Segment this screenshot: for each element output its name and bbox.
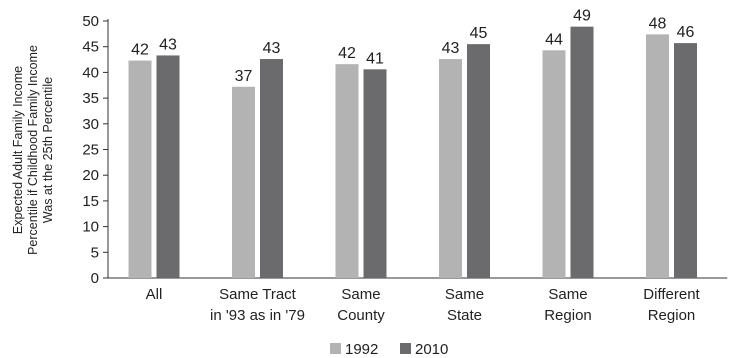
y-tick-label: 20 — [82, 167, 99, 184]
x-category-label: Same — [341, 286, 380, 303]
bar-2010-4 — [570, 26, 594, 279]
y-tick-label: 40 — [82, 64, 99, 81]
bar-1992-4 — [542, 50, 566, 278]
bar-1992-5 — [646, 34, 669, 278]
y-tick-label: 45 — [82, 39, 99, 56]
value-label-1992-0: 42 — [131, 42, 149, 59]
value-label-2010-0: 43 — [159, 36, 177, 53]
x-category-label: All — [146, 286, 163, 303]
y-axis-label-line: Expected Adult Family Income — [11, 66, 25, 234]
x-category-label: Same Tract — [219, 286, 297, 303]
value-label-2010-4: 49 — [573, 8, 591, 25]
x-category-label: Same — [548, 286, 587, 303]
value-labels: 42 37 42 43 44 48 43 43 41 45 49 46 — [131, 8, 694, 85]
x-category-label: State — [447, 307, 482, 324]
bar-2010-5 — [674, 43, 697, 278]
legend-label-2010: 2010 — [415, 341, 448, 358]
bar-2010-3 — [467, 44, 490, 278]
x-category-label: Region — [648, 307, 696, 324]
y-tick-label: 50 — [82, 13, 99, 30]
value-label-1992-2: 42 — [338, 45, 356, 62]
y-tick-label: 30 — [82, 116, 99, 133]
value-label-1992-4: 44 — [545, 31, 563, 48]
bar-1992-1 — [232, 86, 255, 279]
bar-1992-3 — [439, 59, 462, 279]
y-tick-label: 25 — [82, 142, 99, 159]
value-label-1992-1: 37 — [235, 68, 253, 85]
bar-2010-2 — [363, 69, 387, 278]
bar-1992-0 — [128, 60, 152, 278]
legend-swatch-2010 — [400, 343, 411, 354]
value-label-1992-5: 48 — [649, 15, 667, 32]
y-axis-label-line: Was at the 25th Percentile — [41, 77, 55, 223]
y-axis-label: Expected Adult Family Income Percentile i… — [11, 45, 55, 255]
value-label-2010-5: 46 — [677, 24, 695, 41]
bar-1992-2 — [335, 64, 359, 279]
x-category-label: County — [337, 307, 385, 324]
bar-2010-1 — [260, 59, 283, 279]
y-tick-label: 10 — [82, 219, 99, 236]
x-category-label: in '93 as in '79 — [210, 307, 305, 324]
y-tick-label: 15 — [82, 193, 99, 210]
y-axis: 0 5 10 15 20 25 30 35 40 45 50 — [82, 13, 109, 287]
x-category-label: Same — [445, 286, 484, 303]
legend: 1992 2010 — [330, 341, 448, 358]
y-tick-label: 35 — [82, 90, 99, 107]
bar-2010-0 — [156, 55, 180, 278]
value-label-2010-2: 41 — [366, 50, 384, 67]
value-label-2010-1: 43 — [263, 40, 281, 57]
legend-label-1992: 1992 — [345, 341, 378, 358]
legend-swatch-1992 — [330, 343, 341, 354]
x-category-label: Different — [643, 286, 700, 303]
y-tick-label: 0 — [91, 270, 99, 287]
value-label-1992-3: 43 — [442, 40, 460, 57]
value-label-2010-3: 45 — [470, 25, 488, 42]
bars — [128, 26, 697, 279]
x-axis: All Same Tract in '93 as in '79 Same County S… — [108, 277, 728, 324]
y-axis-label-line: Percentile if Childhood Family Income — [26, 45, 40, 255]
y-tick-label: 5 — [91, 244, 99, 261]
x-category-label: Region — [544, 307, 592, 324]
